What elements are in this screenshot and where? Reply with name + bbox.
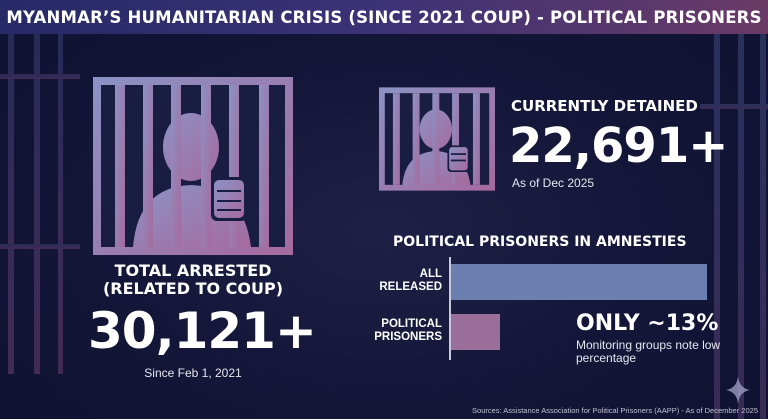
currently-detained-note: As of Dec 2025 bbox=[512, 176, 595, 190]
highlight-note: Monitoring groups note low percentage bbox=[576, 338, 721, 366]
prisoner-behind-bars-icon bbox=[93, 77, 293, 255]
currently-detained-label: CURRENTLY DETAINED bbox=[511, 97, 698, 115]
bar-label-all-released-line2: RELEASED bbox=[379, 281, 442, 294]
bar-political-prisoners bbox=[451, 314, 500, 350]
sparkle-icon bbox=[726, 376, 750, 404]
bar-all-released bbox=[451, 264, 707, 300]
amnesties-axis bbox=[449, 257, 451, 360]
total-arrested-label-line1: TOTAL ARRESTED bbox=[114, 261, 272, 280]
total-arrested-value: 30,121+ bbox=[88, 302, 317, 360]
header-banner: MYANMAR’S HUMANITARIAN CRISIS (SINCE 202… bbox=[0, 0, 768, 34]
bar-label-political-prisoners-line1: POLITICAL bbox=[381, 318, 442, 330]
bar-label-all-released: ALL RELEASED bbox=[362, 268, 442, 294]
highlight-percentage: ONLY ~13% bbox=[576, 311, 719, 336]
sources-footnote: Sources: Assistance Association for Poli… bbox=[472, 406, 758, 415]
total-arrested-label-line2: (RELATED TO COUP) bbox=[102, 279, 284, 299]
page-title: MYANMAR’S HUMANITARIAN CRISIS (SINCE 202… bbox=[6, 7, 762, 27]
bar-label-political-prisoners: POLITICAL PRISONERS bbox=[362, 318, 442, 344]
bar-label-political-prisoners-line2: PRISONERS bbox=[374, 331, 442, 344]
background-bars-decoration bbox=[0, 34, 768, 419]
amnesties-title: POLITICAL PRISONERS IN AMNESTIES bbox=[393, 234, 687, 250]
total-arrested-label: TOTAL ARRESTED (RELATED TO COUP) bbox=[93, 261, 293, 299]
bar-label-all-released-line1: ALL bbox=[419, 268, 442, 280]
prisoner-behind-bars-icon-small bbox=[379, 87, 495, 191]
currently-detained-value: 22,691+ bbox=[509, 118, 728, 174]
total-arrested-note: Since Feb 1, 2021 bbox=[144, 366, 242, 380]
